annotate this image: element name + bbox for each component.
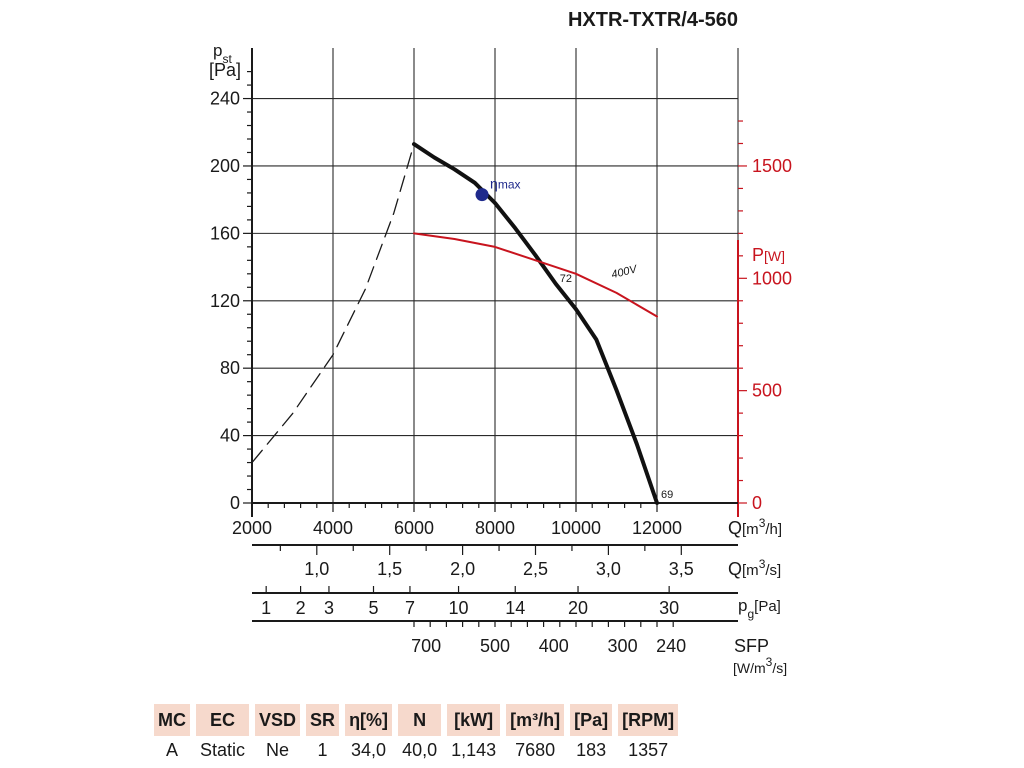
- spec-value-rpm: 1357: [628, 740, 669, 760]
- eta-max-point: [475, 188, 489, 202]
- eta-max-label: ηmax: [490, 176, 520, 192]
- y-tick-label: 240: [210, 89, 240, 109]
- scale-pg-label: 3: [324, 598, 334, 618]
- x-tick-label: 12000: [632, 518, 682, 538]
- y2-tick-label: 1000: [752, 268, 792, 288]
- spec-header-sr: SR: [306, 704, 340, 736]
- chart-annotation: 72: [560, 273, 572, 285]
- scale-sfp-label: 700: [411, 636, 441, 656]
- y-tick-label: 80: [220, 358, 240, 378]
- spec-header-vsd: VSD: [255, 704, 301, 736]
- spec-value-efficiency: 34,0: [351, 740, 387, 760]
- scale-pg-label: 14: [505, 598, 525, 618]
- y-tick-label: 120: [210, 291, 240, 311]
- spec-value-pressure: 183: [576, 740, 607, 760]
- x-tick-label: 10000: [551, 518, 601, 538]
- spec-table: MC EC VSD SR η[%] N [kW] [m³/h] [Pa] [RP…: [148, 700, 684, 765]
- y-tick-label: 0: [230, 493, 240, 513]
- series-400V-line: [413, 232, 658, 318]
- chart-annotation: 69: [661, 489, 673, 501]
- scale-pg-label: 7: [405, 598, 415, 618]
- spec-value-n: 40,0: [402, 740, 438, 760]
- scale-pg-label: 30: [659, 598, 679, 618]
- scale-pg-label: 10: [449, 598, 469, 618]
- scale-sfp-title: SFP: [734, 636, 769, 656]
- y-axis-unit: [Pa]: [209, 60, 241, 80]
- y2-tick-label: 500: [752, 381, 782, 401]
- y-tick-label: 160: [210, 223, 240, 243]
- spec-value-row: A Static Ne 1 34,0 40,0 1,143 7680 183 1…: [154, 740, 678, 761]
- x-tick-label: 6000: [394, 518, 434, 538]
- scale-q-m3s-label: 3,5: [669, 559, 694, 579]
- spec-header-pressure: [Pa]: [570, 704, 613, 736]
- spec-header-mc: MC: [154, 704, 190, 736]
- spec-header-rpm: [RPM]: [618, 704, 679, 736]
- spec-header-airflow: [m³/h]: [506, 704, 565, 736]
- y2-tick-label: 0: [752, 493, 762, 513]
- spec-header-efficiency: η[%]: [345, 704, 393, 736]
- spec-value-mc: A: [165, 740, 178, 760]
- y2-axis-label: P[W]: [752, 245, 785, 265]
- y-axis-label: pst: [213, 41, 232, 66]
- spec-value-power: 1,143: [451, 740, 497, 760]
- spec-header-power: [kW]: [447, 704, 501, 736]
- y2-tick-label: 1500: [752, 156, 792, 176]
- chart-annotation: 400V: [610, 263, 639, 281]
- scale-pg-label: 20: [568, 598, 588, 618]
- y-tick-label: 200: [210, 156, 240, 176]
- scale-q-m3s-label: 2,0: [450, 559, 475, 579]
- scale-pg-label: 5: [368, 598, 378, 618]
- scale-q-m3s-label: 1,0: [304, 559, 329, 579]
- spec-header-n: N: [398, 704, 442, 736]
- spec-value-sr: 1: [317, 740, 328, 760]
- scale-sfp-label: 240: [656, 636, 686, 656]
- scale-sfp-unit: [W/m3/s]: [733, 655, 787, 676]
- chart-title: HXTR-TXTR/4-560: [568, 9, 738, 31]
- scale-q-m3s-title: Q[m3/s]: [728, 557, 781, 579]
- spec-value-ec: Static: [200, 740, 246, 760]
- spec-value-airflow: 7680: [515, 740, 556, 760]
- spec-value-vsd: Ne: [266, 740, 290, 760]
- x-tick-label: 8000: [475, 518, 515, 538]
- scale-q-m3s-label: 1,5: [377, 559, 402, 579]
- scale-sfp-label: 500: [480, 636, 510, 656]
- scale-q-m3s-label: 2,5: [523, 559, 548, 579]
- scale-pg-title: pg[Pa]: [738, 596, 781, 621]
- fan-curve-chart: HXTR-TXTR/4-56004080120160200240pst[Pa]0…: [209, 9, 792, 676]
- x-axis-label: Q[m3/h]: [728, 516, 782, 538]
- spec-header-row: MC EC VSD SR η[%] N [kW] [m³/h] [Pa] [RP…: [154, 704, 679, 736]
- y-tick-label: 40: [220, 426, 240, 446]
- spec-header-ec: EC: [196, 704, 250, 736]
- scale-sfp-label: 300: [608, 636, 638, 656]
- scale-sfp-label: 400: [539, 636, 569, 656]
- scale-q-m3s-label: 3,0: [596, 559, 621, 579]
- series-stall-line: [251, 143, 415, 464]
- x-tick-label: 4000: [313, 518, 353, 538]
- scale-pg-label: 1: [261, 598, 271, 618]
- x-tick-label: 2000: [232, 518, 272, 538]
- series-pressure-line: [412, 142, 659, 505]
- scale-pg-label: 2: [296, 598, 306, 618]
